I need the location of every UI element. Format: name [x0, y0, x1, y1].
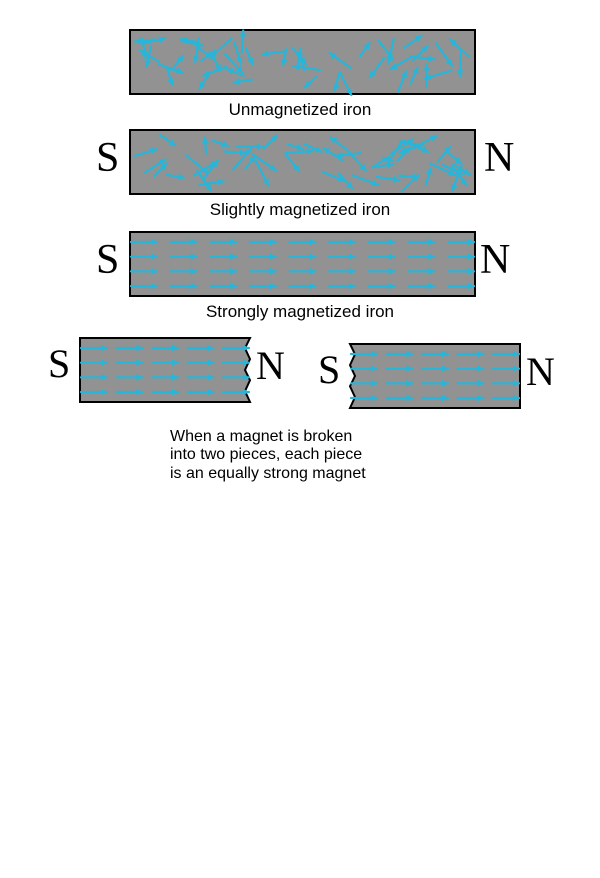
pole-label-s: S: [48, 340, 70, 387]
bar-label-strongly: Strongly magnetized iron: [185, 302, 415, 322]
pole-label-s: S: [96, 236, 119, 284]
pole-label-n: N: [526, 348, 555, 395]
pole-label-s: S: [96, 134, 119, 182]
pole-label-s: S: [318, 346, 340, 393]
iron-bar-broken-right: [350, 344, 600, 878]
pole-label-n: N: [256, 342, 285, 389]
caption: When a magnet is broken into two pieces,…: [170, 428, 430, 483]
diagram-stage: Unmagnetized ironSNSlightly magnetized i…: [0, 0, 600, 534]
pole-label-n: N: [484, 134, 514, 182]
pole-label-n: N: [480, 236, 510, 284]
bar-label-unmagnetized: Unmagnetized iron: [200, 100, 400, 120]
bar-label-slightly: Slightly magnetized iron: [185, 200, 415, 220]
